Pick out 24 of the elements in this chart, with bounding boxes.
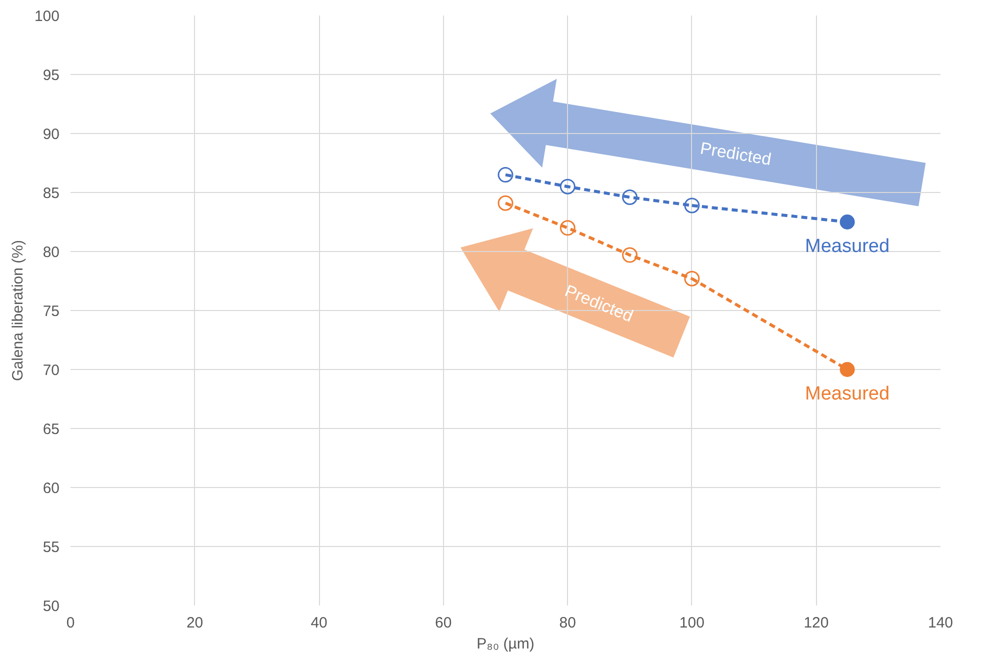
series-label: Measured (805, 236, 890, 257)
y-tick-label: 65 (42, 421, 60, 438)
y-axis-title: Galena liberation (%) (9, 240, 26, 381)
x-tick-label: 100 (679, 614, 704, 632)
y-tick-label: 70 (42, 362, 60, 379)
series-label: Measured (805, 384, 890, 404)
x-tick-label: 80 (559, 614, 576, 632)
y-tick-label: 50 (42, 598, 60, 615)
y-tick-label: 75 (42, 303, 60, 320)
x-tick-label: 20 (186, 614, 204, 632)
x-tick-label: 40 (310, 614, 328, 632)
y-tick-label: 80 (42, 244, 60, 261)
y-tick-label: 90 (42, 126, 60, 143)
y-tick-label: 60 (42, 480, 60, 497)
y-tick-label: 95 (42, 67, 60, 84)
y-tick-label: 55 (42, 539, 60, 556)
text: Predicted (698, 138, 773, 170)
y-tick-label: 100 (34, 8, 60, 25)
x-axis-title: P₈₀ (µm) (476, 636, 534, 652)
x-tick-label: 140 (928, 614, 954, 632)
x-tick-label: 0 (66, 614, 75, 632)
x-tick-label: 60 (435, 614, 452, 632)
y-tick-label: 85 (42, 185, 60, 202)
x-tick-label: 120 (804, 614, 829, 632)
